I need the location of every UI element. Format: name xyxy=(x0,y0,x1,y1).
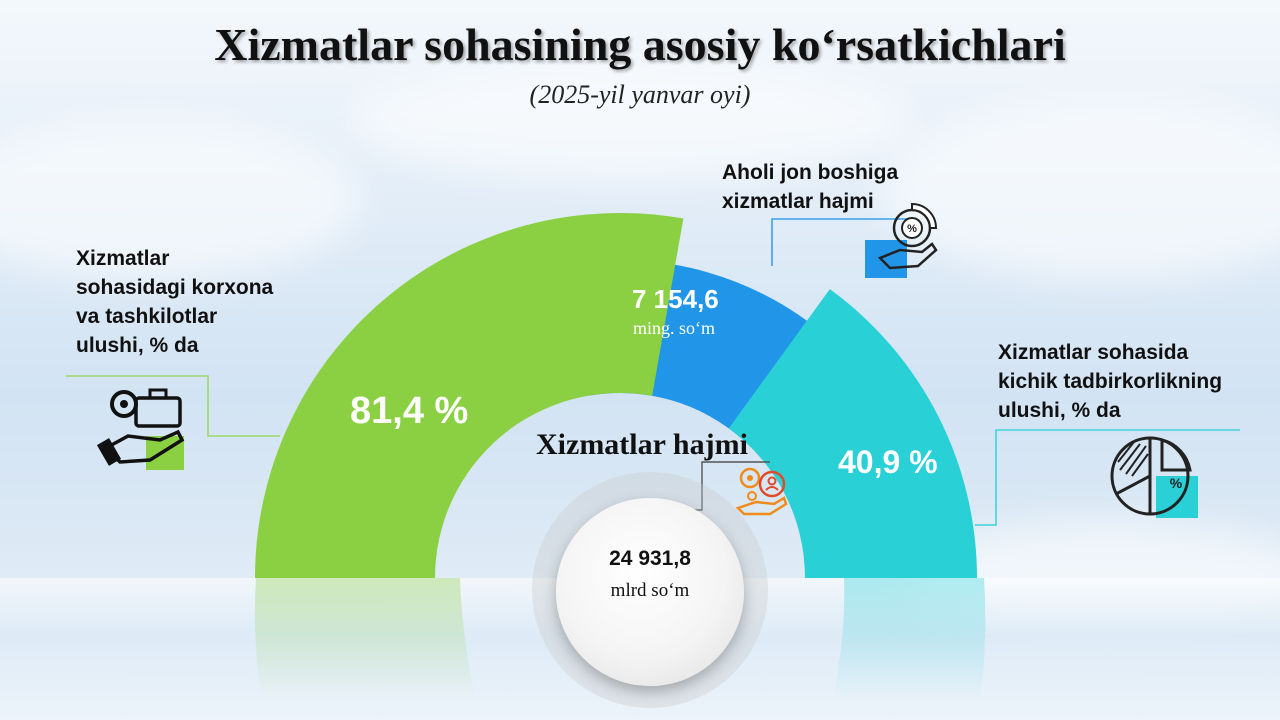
center-title: Xizmatlar hajmi xyxy=(536,428,748,461)
top-indicator-value: 7 154,6 xyxy=(632,284,719,314)
right-label-line: ulushi, % da xyxy=(998,399,1121,422)
page-subtitle: (2025-yil yanvar oyi) xyxy=(529,80,751,109)
right-indicator-label: Xizmatlar sohasida kichik tadbirkorlikni… xyxy=(998,338,1222,425)
left-label-line: ulushi, % da xyxy=(76,334,199,357)
right-indicator-value: 40,9 % xyxy=(838,444,938,480)
cloud-decoration xyxy=(880,100,1280,280)
left-label-line: va tashkilotlar xyxy=(76,305,218,328)
right-indicator-segment xyxy=(728,289,977,578)
right-leader-line xyxy=(975,429,1240,526)
hand-gears-people-icon xyxy=(735,467,788,516)
svg-text:%: % xyxy=(907,223,917,235)
left-leader-line xyxy=(66,375,280,437)
hand-gears-briefcase-icon xyxy=(96,388,185,470)
center-unit: mlrd so‘m xyxy=(610,580,690,601)
center-circle xyxy=(556,498,744,686)
page-title: Xizmatlar sohasining asosiy ko‘rsatkichl… xyxy=(214,19,1066,70)
cyan-segment-reflection xyxy=(832,578,986,700)
top-indicator-unit: ming. so‘m xyxy=(633,318,716,338)
top-label-line: xizmatlar hajmi xyxy=(722,190,874,213)
top-label-line: Aholi jon boshiga xyxy=(722,161,899,184)
top-indicator-label: Aholi jon boshiga xizmatlar hajmi xyxy=(722,158,898,216)
left-label-line: Xizmatlar xyxy=(76,247,170,270)
pie-percent-icon: % xyxy=(1110,436,1198,518)
hand-percent-chart-icon: % xyxy=(865,202,938,278)
left-indicator-value: 81,4 % xyxy=(350,390,469,432)
cloud-decoration xyxy=(350,60,910,180)
right-label-line: kichik tadbirkorlikning xyxy=(998,370,1223,393)
svg-text:%: % xyxy=(1170,475,1183,491)
center-value: 24 931,8 xyxy=(609,547,691,570)
right-label-line: Xizmatlar sohasida xyxy=(998,341,1189,364)
left-label-line: sohasidagi korxona xyxy=(76,276,274,299)
cloud-decoration xyxy=(0,120,360,280)
green-segment-reflection xyxy=(254,578,476,700)
left-indicator-label: Xizmatlar sohasidagi korxona va tashkilo… xyxy=(76,244,273,360)
left-indicator-segment xyxy=(255,213,684,578)
top-leader-line xyxy=(771,218,912,266)
